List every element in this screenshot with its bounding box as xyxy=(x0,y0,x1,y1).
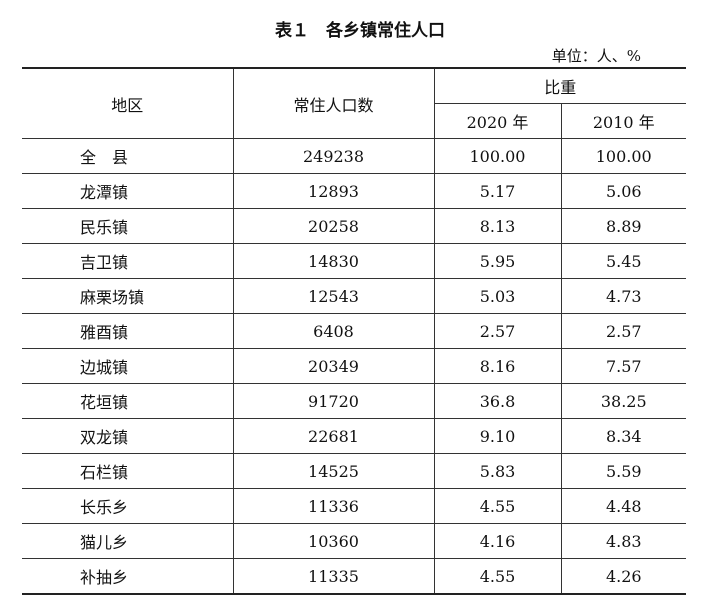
region-cell: 边城镇 xyxy=(22,348,234,384)
unit: 单位：人、% xyxy=(551,47,641,65)
value-cell: 7.57 xyxy=(560,348,686,384)
table-row: 雅酉镇 6408 2.57 2.57 xyxy=(22,313,686,349)
header-cell: 常住人口数 xyxy=(232,67,435,139)
region-cell: 补抽乡 xyxy=(22,558,234,595)
value-cell: 8.16 xyxy=(433,348,562,384)
table-row: 补抽乡 11335 4.55 4.26 xyxy=(22,558,686,595)
region-cell: 双龙镇 xyxy=(22,418,234,454)
value-cell: 12893 xyxy=(232,173,435,209)
value-cell: 5.45 xyxy=(560,243,686,279)
value-cell: 36.8 xyxy=(433,383,562,419)
region-cell: 长乐乡 xyxy=(22,488,234,524)
value-cell: 14830 xyxy=(232,243,435,279)
value-cell: 14525 xyxy=(232,453,435,489)
region-cell: 民乐镇 xyxy=(22,208,234,244)
region-cell: 猫儿乡 xyxy=(22,523,234,559)
header-cell: 2010 年 xyxy=(560,103,686,139)
value-cell: 2.57 xyxy=(560,313,686,349)
value-cell: 4.55 xyxy=(433,488,562,524)
value-cell: 5.95 xyxy=(433,243,562,279)
value-cell: 4.26 xyxy=(560,558,686,595)
region-cell: 花垣镇 xyxy=(22,383,234,419)
value-cell: 8.89 xyxy=(560,208,686,244)
value-cell: 10360 xyxy=(232,523,435,559)
region-cell: 吉卫镇 xyxy=(22,243,234,279)
region-cell: 全 县 xyxy=(22,138,234,174)
value-cell: 4.16 xyxy=(433,523,562,559)
region-cell: 雅酉镇 xyxy=(22,313,234,349)
table-row: 长乐乡 11336 4.55 4.48 xyxy=(22,488,686,524)
value-cell: 5.83 xyxy=(433,453,562,489)
value-cell: 4.83 xyxy=(560,523,686,559)
header-cell: 比重 xyxy=(433,67,686,104)
value-cell: 5.03 xyxy=(433,278,562,314)
value-cell: 8.34 xyxy=(560,418,686,454)
table-row: 全 县 249238 100.00 100.00 xyxy=(22,138,686,174)
value-cell: 91720 xyxy=(232,383,435,419)
value-cell: 100.00 xyxy=(560,138,686,174)
value-cell: 4.48 xyxy=(560,488,686,524)
region-cell: 麻栗场镇 xyxy=(22,278,234,314)
value-cell: 9.10 xyxy=(433,418,562,454)
title: 表１ 各乡镇常住人口 xyxy=(275,21,445,41)
value-cell: 12543 xyxy=(232,278,435,314)
table-body: 全 县 249238 100.00 100.00 龙潭镇 12893 5.17 5.06 民乐镇… xyxy=(22,138,686,595)
region-cell: 石栏镇 xyxy=(22,453,234,489)
value-cell: 2.57 xyxy=(433,313,562,349)
table-row: 麻栗场镇 12543 5.03 4.73 xyxy=(22,278,686,314)
value-cell: 20258 xyxy=(232,208,435,244)
table-row: 猫儿乡 10360 4.16 4.83 xyxy=(22,523,686,559)
table-row: 龙潭镇 12893 5.17 5.06 xyxy=(22,173,686,209)
value-cell: 20349 xyxy=(232,348,435,384)
table: 地区 常住人口数 比重 2020 年 2010 年 全 县 249238 100.0… xyxy=(22,67,686,595)
header-cell: 2020 年 xyxy=(434,103,562,139)
region-cell: 龙潭镇 xyxy=(22,173,234,209)
table-row: 民乐镇 20258 8.13 8.89 xyxy=(22,208,686,244)
header-cell: 地区 xyxy=(22,67,234,139)
value-cell: 249238 xyxy=(232,138,435,174)
table-row: 吉卫镇 14830 5.95 5.45 xyxy=(22,243,686,279)
value-cell: 8.13 xyxy=(433,208,562,244)
value-cell: 11335 xyxy=(232,558,435,595)
value-cell: 6408 xyxy=(232,313,435,349)
value-cell: 5.59 xyxy=(560,453,686,489)
table-row: 双龙镇 22681 9.10 8.34 xyxy=(22,418,686,454)
table-row: 边城镇 20349 8.16 7.57 xyxy=(22,348,686,384)
value-cell: 4.55 xyxy=(433,558,562,595)
table-row: 石栏镇 14525 5.83 5.59 xyxy=(22,453,686,489)
value-cell: 22681 xyxy=(232,418,435,454)
value-cell: 11336 xyxy=(232,488,435,524)
value-cell: 38.25 xyxy=(560,383,686,419)
value-cell: 5.06 xyxy=(560,173,686,209)
value-cell: 100.00 xyxy=(433,138,562,174)
table-row: 花垣镇 91720 36.8 38.25 xyxy=(22,383,686,419)
value-cell: 4.73 xyxy=(560,278,686,314)
value-cell: 5.17 xyxy=(433,173,562,209)
